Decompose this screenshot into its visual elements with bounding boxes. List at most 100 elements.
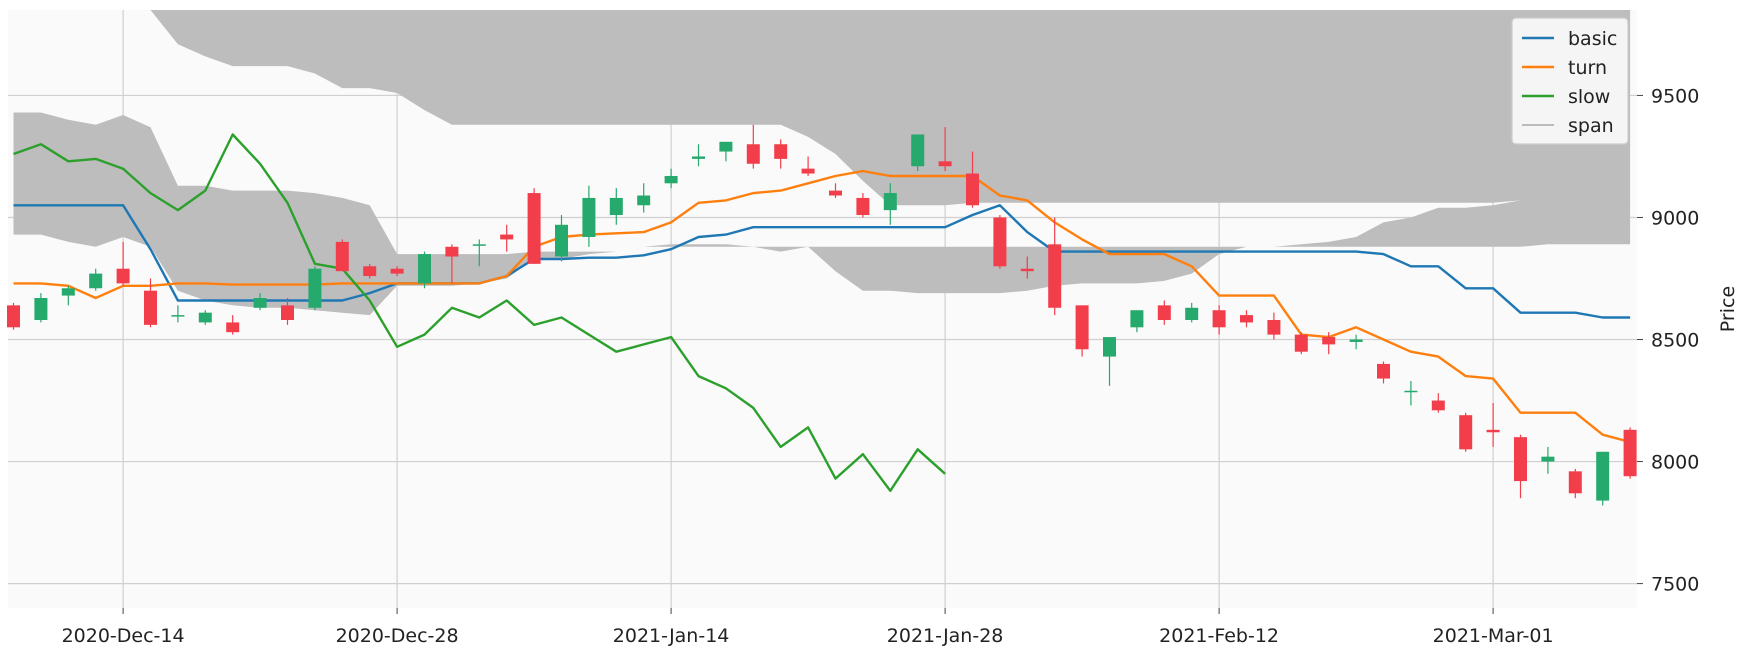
candle [1377, 361, 1390, 384]
candle-body [7, 305, 20, 328]
candle-body [1240, 315, 1253, 323]
candle-body [856, 197, 870, 216]
candle-body [308, 268, 322, 308]
candle-body [582, 197, 596, 237]
candle [1322, 332, 1336, 355]
cloud-lower-band [13, 112, 1631, 316]
candle [911, 134, 925, 172]
candle [1431, 393, 1445, 413]
candle [363, 263, 377, 279]
x-tick-label: 2021-Jan-28 [887, 625, 1004, 647]
cloud-upper-band [13, 10, 1631, 206]
candle-body [1157, 305, 1171, 320]
candle-body [198, 312, 212, 323]
candle-body [89, 273, 103, 289]
candle [883, 183, 897, 225]
x-tick-label: 2021-Feb-12 [1159, 625, 1279, 647]
candle [1020, 256, 1034, 279]
candle-body [1486, 429, 1500, 433]
series-line-turn [13, 169, 1631, 444]
candlesticks [7, 124, 1637, 506]
candle-body [911, 134, 925, 167]
indicator-lines [13, 133, 1631, 492]
candle-body [500, 234, 514, 240]
candle-body [116, 268, 130, 284]
candle [966, 151, 979, 208]
candle [390, 266, 404, 277]
y-axis-label: Price [1717, 286, 1739, 332]
candle-body [993, 217, 1007, 267]
candle-body [1623, 429, 1637, 477]
candle [1240, 310, 1253, 328]
candle-body [253, 298, 267, 308]
x-axis: 2020-Dec-14 2020-Dec-28 2021-Jan-14 2021-Ja… [62, 608, 1554, 647]
candle-body [1322, 337, 1336, 345]
candle-body [390, 268, 404, 274]
candle-body [363, 266, 377, 277]
candle [253, 293, 267, 311]
candle [938, 127, 952, 172]
candle-body [144, 290, 157, 325]
y-tick-label: 7500 [1651, 574, 1699, 596]
candle [445, 244, 459, 284]
candle [89, 268, 103, 291]
candle-body [1349, 339, 1363, 342]
candle-body [664, 175, 678, 184]
series-line-basic [13, 204, 1631, 319]
candle-body [1377, 363, 1390, 379]
series-line-slow [13, 133, 946, 492]
y-axis: 7500 8000 8500 9000 9500 [1637, 85, 1699, 596]
candle-body [226, 322, 240, 333]
candle-body [1294, 334, 1308, 352]
ichimoku-cloud [13, 10, 1631, 316]
candle-body [1541, 456, 1555, 462]
candle [34, 293, 48, 323]
candle [308, 266, 322, 311]
candle [418, 251, 431, 289]
candle-body [1185, 307, 1199, 320]
candle [829, 183, 842, 198]
candle-body [746, 144, 760, 164]
legend-box [1511, 17, 1629, 145]
candle [801, 156, 815, 176]
candle-body [472, 244, 486, 246]
candle [746, 124, 760, 169]
legend: basic turn slow span [1511, 17, 1629, 145]
candle [1048, 217, 1062, 316]
candle-body [1596, 451, 1610, 501]
candle [7, 302, 20, 330]
candle [637, 183, 651, 213]
candle-body [555, 224, 568, 257]
candle-body [445, 246, 459, 257]
candle [61, 285, 75, 306]
candle [1130, 310, 1144, 333]
candle-body [609, 197, 623, 216]
candle-body [1212, 310, 1226, 328]
candle [1185, 302, 1199, 323]
candle-body [34, 298, 48, 320]
candle-body [801, 168, 815, 174]
x-tick-label: 2021-Jan-14 [613, 625, 730, 647]
candle-body [1568, 471, 1582, 494]
legend-label-turn: turn [1568, 57, 1607, 79]
candle [198, 310, 212, 325]
candle [774, 139, 788, 169]
candle-body [1459, 415, 1473, 450]
candle [1294, 332, 1308, 355]
legend-label-span: span [1568, 115, 1614, 137]
x-tick-label: 2020-Dec-28 [336, 625, 459, 647]
legend-label-basic: basic [1568, 28, 1617, 50]
candle [1349, 334, 1363, 350]
candle [1459, 412, 1473, 452]
candle [281, 298, 294, 325]
candle-body [1130, 310, 1144, 328]
candle [993, 215, 1007, 269]
candle-body [1431, 400, 1445, 411]
candle-body [335, 241, 349, 272]
candle [1404, 381, 1418, 406]
candle [664, 168, 678, 189]
y-tick-label: 9500 [1651, 85, 1699, 107]
candle-body [171, 315, 185, 317]
candle [144, 278, 157, 328]
candle [1103, 337, 1116, 386]
